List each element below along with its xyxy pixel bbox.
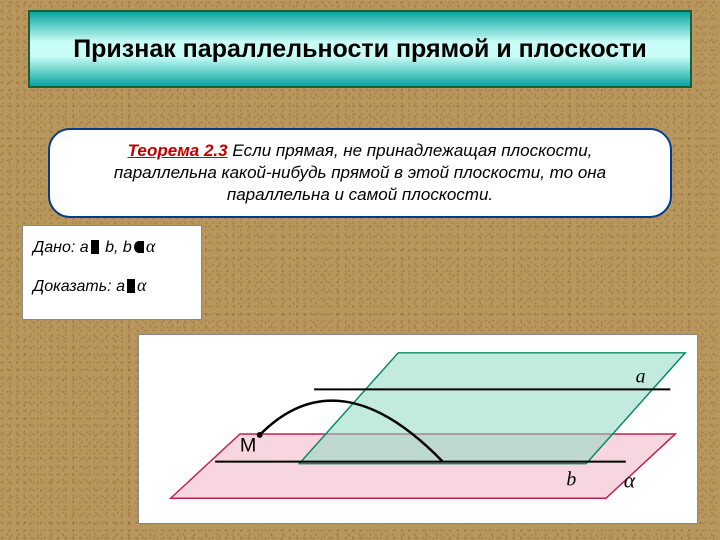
label-b: b xyxy=(566,468,576,490)
title-text: Признак параллельности прямой и плоскост… xyxy=(73,34,647,64)
given-a: a xyxy=(80,239,89,256)
given-label: Дано: xyxy=(33,239,75,256)
theorem-box: Теорема 2.3 Если прямая, не принадлежаща… xyxy=(48,128,672,218)
prove-label: Доказать: xyxy=(33,278,112,295)
theorem-ref: Теорема 2.3 xyxy=(128,141,228,160)
parallel-symbol xyxy=(91,240,99,254)
point-m xyxy=(257,432,263,438)
label-m: M xyxy=(240,435,256,457)
given-b1: b, xyxy=(105,239,118,256)
prove-alpha: α xyxy=(137,275,146,295)
prove-a: a xyxy=(116,278,125,295)
diagram-box: a b α M xyxy=(138,334,698,524)
given-line: Дано: a b, bα xyxy=(33,236,191,257)
prove-line: Доказать: aα xyxy=(33,275,191,296)
label-alpha: α xyxy=(624,468,636,492)
label-a: a xyxy=(636,365,646,387)
title-box: Признак параллельности прямой и плоскост… xyxy=(28,10,692,88)
subset-symbol xyxy=(134,241,144,253)
parallel-symbol-2 xyxy=(127,279,135,293)
diagram-svg: a b α M xyxy=(139,335,697,523)
given-prove-box: Дано: a b, bα Доказать: aα xyxy=(22,225,202,320)
given-alpha: α xyxy=(146,236,155,256)
given-b2: b xyxy=(123,239,132,256)
